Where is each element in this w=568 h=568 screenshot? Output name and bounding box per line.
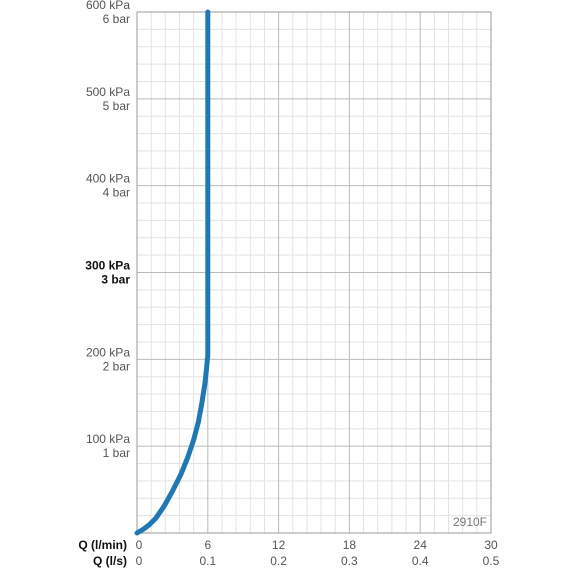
- plot-frame: [136, 11, 492, 534]
- y-tick-label-kpa: 500 kPa: [86, 85, 130, 99]
- series-line: [134, 9, 211, 536]
- y-tick-label-bar: 5 bar: [103, 99, 130, 113]
- y-tick-label-kpa: 100 kPa: [86, 432, 130, 446]
- x-tick-labels: Q (l/min) 0 6 12 18 24 30 Q (l/s) 0 0.1 0.2 0.3 0.4 0…: [78, 538, 499, 568]
- x-tick-label: 0.1: [199, 554, 216, 568]
- x-tick-label: 0: [136, 538, 143, 552]
- x-tick-label: 12: [272, 538, 286, 552]
- chart-code-label: 2910F: [453, 515, 487, 529]
- series-layer: [134, 9, 211, 536]
- x-tick-label: 0.2: [270, 554, 287, 568]
- y-tick-label-bar: 2 bar: [103, 359, 130, 373]
- y-tick-label-bar: 3 bar: [101, 273, 130, 287]
- x-tick-label: 0.3: [341, 554, 358, 568]
- x-tick-label: 0.4: [412, 554, 429, 568]
- x-tick-label: 18: [343, 538, 357, 552]
- x-tick-label: 0.5: [483, 554, 500, 568]
- y-tick-label-kpa: 400 kPa: [86, 172, 130, 186]
- x-axis-label: Q (l/s): [93, 554, 127, 568]
- x-tick-label: 6: [204, 538, 211, 552]
- y-tick-label-kpa: 300 kPa: [85, 259, 130, 273]
- y-tick-label-bar: 4 bar: [103, 186, 130, 200]
- y-tick-label-bar: 6 bar: [103, 12, 130, 26]
- x-tick-label: 24: [414, 538, 428, 552]
- x-axis-label: Q (l/min): [78, 538, 127, 552]
- y-tick-label-kpa: 600 kPa: [86, 0, 130, 12]
- y-tick-label-bar: 1 bar: [103, 446, 130, 460]
- x-tick-label: 30: [484, 538, 498, 552]
- x-tick-label: 0: [136, 554, 143, 568]
- y-tick-label-kpa: 200 kPa: [86, 345, 130, 359]
